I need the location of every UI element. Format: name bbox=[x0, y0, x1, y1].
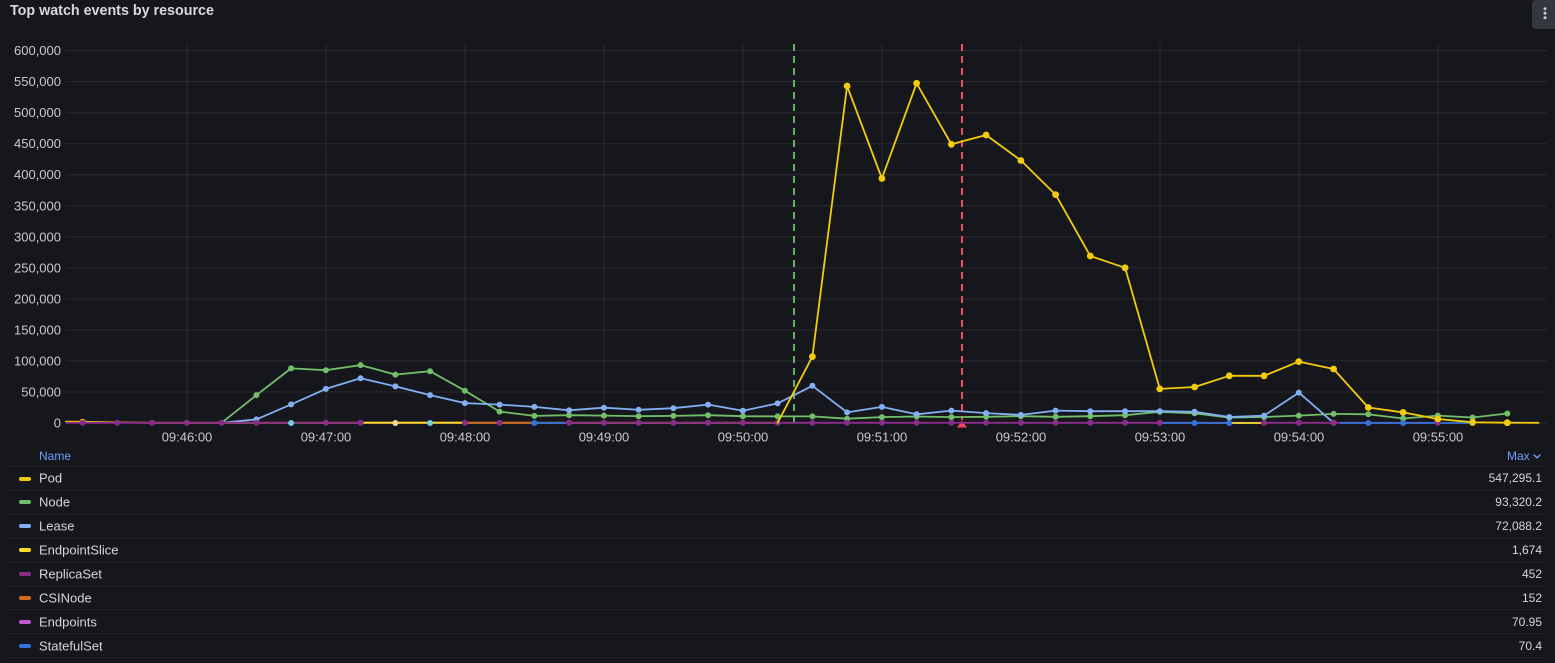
svg-text:550,000: 550,000 bbox=[14, 74, 61, 89]
svg-text:09:53:00: 09:53:00 bbox=[1135, 430, 1186, 445]
svg-text:100,000: 100,000 bbox=[14, 353, 61, 368]
svg-text:400,000: 400,000 bbox=[14, 167, 61, 182]
svg-text:09:55:00: 09:55:00 bbox=[1413, 430, 1464, 445]
svg-text:09:46:00: 09:46:00 bbox=[162, 430, 213, 445]
svg-text:500,000: 500,000 bbox=[14, 105, 61, 120]
svg-text:600,000: 600,000 bbox=[14, 43, 61, 58]
svg-text:250,000: 250,000 bbox=[14, 260, 61, 275]
svg-text:09:47:00: 09:47:00 bbox=[301, 430, 352, 445]
svg-text:350,000: 350,000 bbox=[14, 198, 61, 213]
svg-text:09:52:00: 09:52:00 bbox=[996, 430, 1047, 445]
svg-text:150,000: 150,000 bbox=[14, 322, 61, 337]
svg-text:09:51:00: 09:51:00 bbox=[857, 430, 908, 445]
svg-text:200,000: 200,000 bbox=[14, 291, 61, 306]
svg-text:09:50:00: 09:50:00 bbox=[718, 430, 769, 445]
svg-text:450,000: 450,000 bbox=[14, 136, 61, 151]
svg-text:09:48:00: 09:48:00 bbox=[440, 430, 491, 445]
svg-text:0: 0 bbox=[54, 416, 61, 431]
svg-text:50,000: 50,000 bbox=[21, 385, 61, 400]
svg-text:09:54:00: 09:54:00 bbox=[1274, 430, 1325, 445]
svg-text:300,000: 300,000 bbox=[14, 229, 61, 244]
svg-text:09:49:00: 09:49:00 bbox=[579, 430, 630, 445]
